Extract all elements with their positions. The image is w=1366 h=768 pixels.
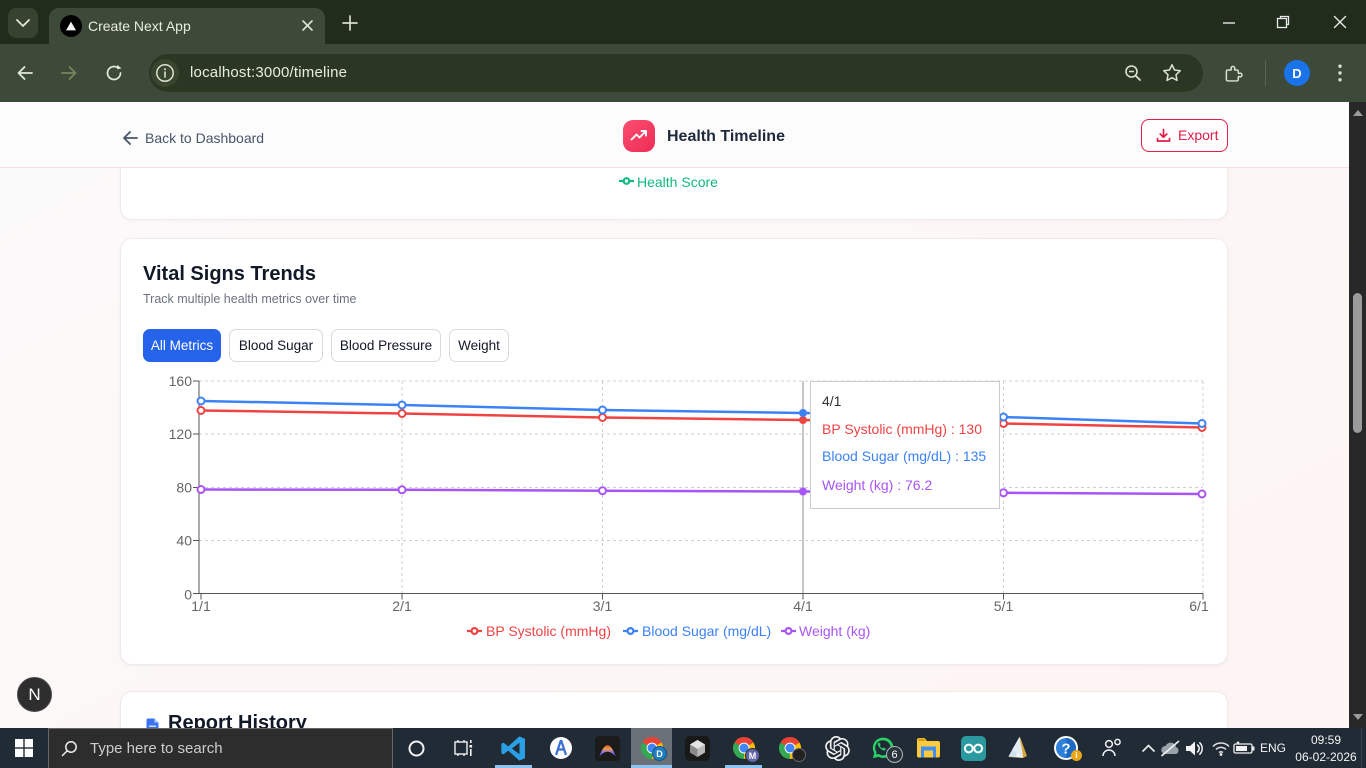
svg-text:Blood Sugar (mg/dL): Blood Sugar (mg/dL) [642,623,771,639]
svg-text:80: 80 [176,480,192,496]
svg-text:6/1: 6/1 [1189,598,1209,614]
svg-text:?: ? [1061,741,1070,758]
svg-text:120: 120 [169,426,193,442]
svg-text:1/1: 1/1 [191,598,211,614]
svg-text:Weight (kg): Weight (kg) [799,623,870,639]
svg-text:2/1: 2/1 [392,598,412,614]
svg-text:4/1: 4/1 [793,598,813,614]
svg-text:0: 0 [184,587,192,603]
svg-text:160: 160 [169,373,193,389]
svg-text:BP Systolic (mmHg): BP Systolic (mmHg) [486,623,611,639]
svg-text:3/1: 3/1 [593,598,613,614]
svg-text:5/1: 5/1 [994,598,1014,614]
svg-text:40: 40 [176,533,192,549]
